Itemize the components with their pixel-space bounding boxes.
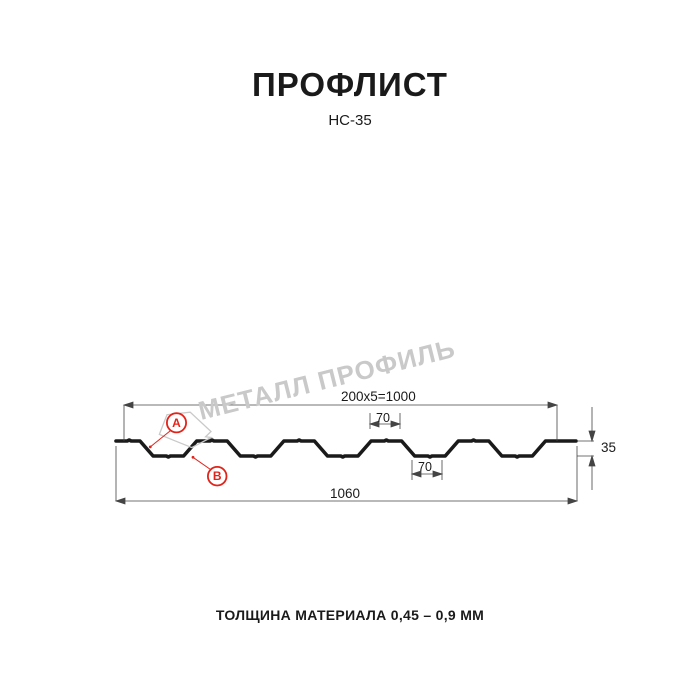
svg-text:A: A — [172, 416, 181, 430]
svg-text:200x5=1000: 200x5=1000 — [341, 389, 416, 404]
svg-text:70: 70 — [418, 460, 432, 474]
svg-text:35: 35 — [601, 440, 616, 455]
svg-text:МЕТАЛЛ ПРОФИЛЬ: МЕТАЛЛ ПРОФИЛЬ — [195, 333, 458, 426]
svg-text:1060: 1060 — [330, 486, 360, 501]
svg-text:70: 70 — [376, 411, 390, 425]
svg-text:B: B — [213, 469, 222, 483]
